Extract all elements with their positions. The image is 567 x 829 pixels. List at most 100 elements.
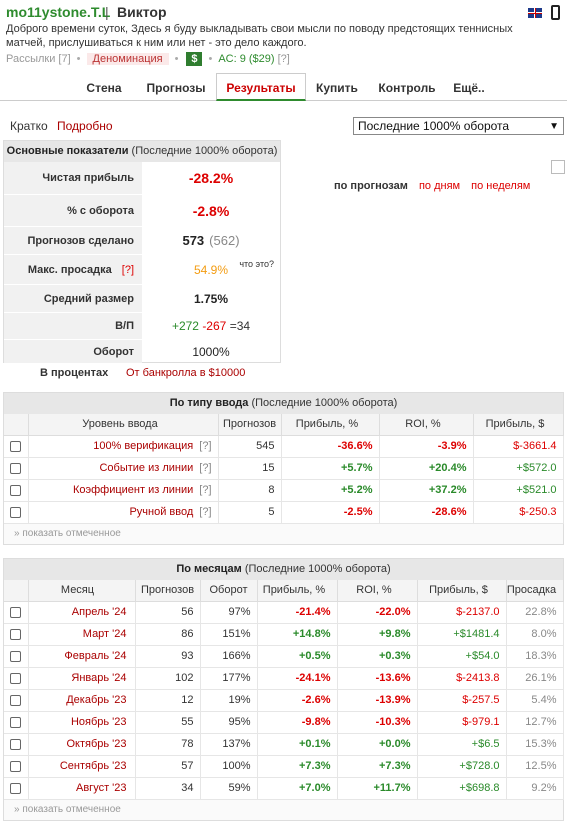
ac-help-link[interactable]: [?] — [277, 53, 290, 65]
show-checked-link[interactable]: » показать отмеченное — [4, 523, 563, 544]
period-select[interactable]: Последние 1000% оборота ▼ — [353, 117, 564, 135]
roi-cell: -28.6% — [379, 501, 474, 524]
show-checked-link[interactable]: » показать отмеченное — [4, 799, 563, 820]
row-checkbox[interactable] — [10, 738, 22, 750]
row-checkbox[interactable] — [10, 716, 22, 728]
month-cell[interactable]: Ноябрь '23 — [28, 711, 136, 734]
column-header[interactable]: Оборот — [200, 580, 258, 602]
table-row: Март '24 86 151% +14.8% +9.8% +$1481.4 8.0% — [4, 623, 564, 646]
by-weeks-link[interactable]: по неделям — [471, 180, 531, 192]
month-cell[interactable]: Октябрь '23 — [28, 733, 136, 756]
column-header[interactable]: ROI, % — [337, 580, 418, 602]
mailings-link[interactable]: Рассылки [7] — [6, 53, 71, 65]
drawdown-cell: 12.7% — [506, 711, 564, 734]
from-bankroll-toggle[interactable]: От банкролла в $10000 — [126, 367, 246, 379]
row-checkbox[interactable] — [10, 694, 22, 706]
view-short-link[interactable]: Кратко — [10, 119, 48, 133]
row-checkbox[interactable] — [10, 628, 22, 640]
column-header[interactable]: Просадка — [506, 580, 564, 602]
count-cell: 12 — [135, 689, 201, 712]
profile-meta: Рассылки [7] • Деноминация • $ • AC: 9 (… — [6, 52, 290, 66]
help-link[interactable]: [?] — [199, 506, 212, 518]
column-header[interactable]: Прибыль, % — [281, 414, 380, 436]
ac-count[interactable]: AC: 9 ($29) — [218, 53, 275, 65]
column-header[interactable]: Прогнозов — [218, 414, 282, 436]
tab-control[interactable]: Контроль — [378, 81, 436, 95]
row-checkbox[interactable] — [10, 484, 22, 496]
turnover-cell: 177% — [200, 667, 258, 690]
month-cell[interactable]: Декабрь '23 — [28, 689, 136, 712]
row-checkbox[interactable] — [10, 650, 22, 662]
profit-pct-cell: +5.7% — [281, 457, 380, 480]
column-header[interactable]: Уровень ввода — [28, 414, 219, 436]
roi-cell: +20.4% — [379, 457, 474, 480]
table-row: Апрель '24 56 97% -21.4% -22.0% $-2137.0 22.8% — [4, 601, 564, 624]
entry-level-name[interactable]: Ручной ввод — [129, 506, 194, 518]
drawdown-cell: 15.3% — [506, 733, 564, 756]
entry-level-name[interactable]: 100% верификация — [93, 440, 194, 452]
roi-cell: -22.0% — [337, 601, 418, 624]
by-month-title: По месяцам — [176, 563, 242, 575]
turnover-cell: 59% — [200, 777, 258, 800]
stat-value: -28.2% — [188, 170, 234, 186]
drawdown-help-link[interactable]: [?] — [121, 263, 134, 276]
denomination-button[interactable]: Деноминация — [86, 53, 169, 65]
month-cell[interactable]: Сентябрь '23 — [28, 755, 136, 778]
roi-cell: +9.8% — [337, 623, 418, 646]
roi-cell: -10.3% — [337, 711, 418, 734]
table-row: Сентябрь '23 57 100% +7.3% +7.3% +$728.0 12.5% — [4, 755, 564, 778]
row-checkbox[interactable] — [10, 672, 22, 684]
header-separator: | — [105, 4, 109, 20]
row-checkbox[interactable] — [10, 782, 22, 794]
checkbox-cell — [4, 689, 29, 712]
main-stats-panel: Основные показатели (Последние 1000% обо… — [3, 140, 281, 363]
in-percent-toggle[interactable]: В процентах — [40, 367, 109, 379]
uk-flag-icon[interactable] — [528, 8, 542, 18]
column-header[interactable]: ROI, % — [379, 414, 474, 436]
what-is-this-link[interactable]: что это? — [239, 259, 274, 269]
row-checkbox[interactable] — [10, 440, 22, 452]
month-cell[interactable]: Август '23 — [28, 777, 136, 800]
by-predictions-link[interactable]: по прогнозам — [334, 180, 408, 192]
count-cell: 15 — [218, 457, 282, 480]
stat-label: Оборот — [4, 340, 142, 363]
by-days-link[interactable]: по дням — [418, 180, 461, 192]
tab-more[interactable]: Ещё.. — [453, 81, 485, 95]
checkbox-cell — [4, 435, 29, 458]
table-row: Февраль '24 93 166% +0.5% +0.3% +$54.0 18.3% — [4, 645, 564, 668]
count-cell: 5 — [218, 501, 282, 524]
stat-label: Прогнозов сделано — [4, 227, 142, 254]
mobile-phone-icon[interactable] — [551, 5, 560, 20]
table-header-row: Уровень ввода Прогнозов Прибыль, % ROI, … — [4, 414, 564, 436]
username-link[interactable]: mo11ystone.T.L — [6, 4, 111, 20]
roi-cell: +7.3% — [337, 755, 418, 778]
row-checkbox[interactable] — [10, 506, 22, 518]
help-link[interactable]: [?] — [199, 484, 212, 496]
row-checkbox[interactable] — [10, 462, 22, 474]
column-header[interactable]: Прибыль, $ — [473, 414, 564, 436]
help-link[interactable]: [?] — [199, 462, 212, 474]
month-cell[interactable]: Апрель '24 — [28, 601, 136, 624]
month-cell[interactable]: Март '24 — [28, 623, 136, 646]
count-cell: 102 — [135, 667, 201, 690]
column-header[interactable]: Прибыль, % — [257, 580, 338, 602]
view-detailed-link[interactable]: Подробно — [57, 119, 113, 133]
column-header[interactable]: Прогнозов — [135, 580, 201, 602]
tab-results[interactable]: Результаты — [216, 73, 306, 101]
column-header[interactable]: Прибыль, $ — [417, 580, 507, 602]
tab-buy[interactable]: Купить — [316, 81, 358, 95]
entry-level-name[interactable]: Коэффициент из линии — [72, 484, 194, 496]
month-cell[interactable]: Январь '24 — [28, 667, 136, 690]
tab-predictions[interactable]: Прогнозы — [146, 81, 206, 95]
entry-level-name[interactable]: Событие из линии — [99, 462, 194, 474]
row-checkbox[interactable] — [10, 606, 22, 618]
help-link[interactable]: [?] — [199, 440, 212, 452]
month-cell[interactable]: Февраль '24 — [28, 645, 136, 668]
profit-pct-cell: +0.5% — [257, 645, 338, 668]
tab-wall[interactable]: Стена — [86, 81, 122, 95]
count-cell: 8 — [218, 479, 282, 502]
dollar-badge-icon[interactable]: $ — [186, 52, 203, 66]
stat-value: -2.8% — [192, 202, 230, 219]
row-checkbox[interactable] — [10, 760, 22, 772]
column-header[interactable]: Месяц — [28, 580, 136, 602]
